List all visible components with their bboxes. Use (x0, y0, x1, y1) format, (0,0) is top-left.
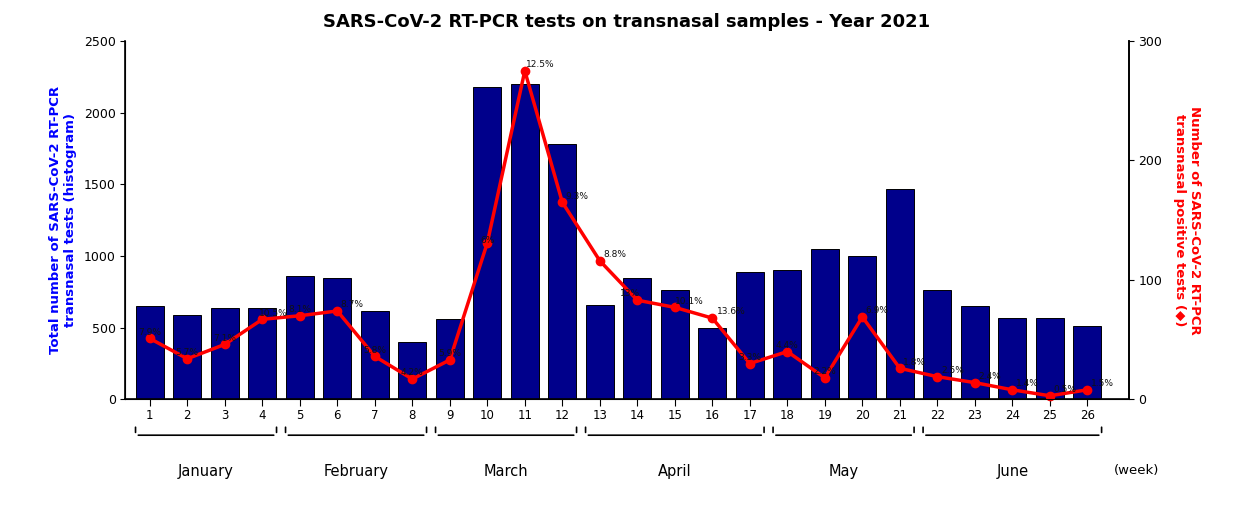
Bar (1073, 326, 1101, 399)
Bar (361, 311, 389, 399)
Bar (774, 270, 801, 399)
Text: 12.5%: 12.5% (525, 60, 554, 69)
Bar (848, 256, 877, 399)
Text: 0.5%: 0.5% (1053, 385, 1076, 394)
Text: 3.3%: 3.3% (739, 353, 761, 362)
Bar (135, 306, 164, 399)
Text: 8.1%: 8.1% (288, 305, 311, 314)
Bar (211, 308, 238, 399)
Bar (248, 308, 276, 399)
Bar (923, 290, 952, 399)
Text: February: February (324, 464, 389, 479)
Text: 7.1%: 7.1% (213, 334, 236, 343)
Text: April: April (658, 464, 692, 479)
Bar (473, 87, 502, 399)
Text: 5.9%: 5.9% (439, 349, 461, 358)
Y-axis label: Number of SARS-CoV-2 RT-PCR
transnasal positive tests (◆): Number of SARS-CoV-2 RT-PCR transnasal p… (1174, 106, 1201, 334)
Text: 1.5%: 1.5% (1091, 379, 1114, 388)
Bar (548, 144, 577, 399)
Bar (623, 278, 651, 399)
Text: 2.5%: 2.5% (940, 366, 964, 375)
Title: SARS-CoV-2 RT-PCR tests on transnasal samples - Year 2021: SARS-CoV-2 RT-PCR tests on transnasal sa… (324, 13, 930, 31)
Text: January: January (178, 464, 234, 479)
Text: 4.2%: 4.2% (401, 368, 424, 377)
Bar (435, 319, 464, 399)
Text: 4.4%: 4.4% (776, 341, 799, 350)
Text: 13%: 13% (619, 289, 640, 298)
Text: March: March (484, 464, 528, 479)
Text: 8.8%: 8.8% (603, 250, 626, 259)
Bar (173, 315, 202, 399)
Bar (811, 249, 839, 399)
Bar (961, 306, 989, 399)
Bar (1036, 317, 1063, 399)
Text: 2.4%: 2.4% (978, 372, 1001, 381)
Y-axis label: Total number of SARS-CoV-2 RT-PCR
transnasal tests (histogram): Total number of SARS-CoV-2 RT-PCR transn… (49, 86, 76, 354)
Bar (399, 342, 426, 399)
Text: 1.4%: 1.4% (1016, 379, 1038, 388)
Bar (510, 84, 539, 399)
Text: 9.3%: 9.3% (566, 191, 589, 201)
Text: June: June (996, 464, 1028, 479)
Text: 13.6%: 13.6% (717, 307, 745, 316)
Text: 6%: 6% (480, 237, 494, 245)
Bar (885, 188, 914, 399)
Bar (324, 278, 351, 399)
Text: May: May (829, 464, 859, 479)
Text: 5.7%: 5.7% (176, 348, 199, 357)
Text: 8.7%: 8.7% (341, 300, 364, 309)
Text: 10.1%: 10.1% (676, 296, 705, 306)
Text: 7.9%: 7.9% (138, 328, 162, 337)
Text: 5.8%: 5.8% (364, 346, 386, 355)
Text: 1.8%: 1.8% (903, 357, 927, 367)
Bar (661, 290, 688, 399)
Text: 10.5%: 10.5% (260, 309, 288, 317)
Bar (736, 272, 764, 399)
Bar (286, 276, 314, 399)
Text: (week): (week) (1114, 464, 1159, 477)
Bar (998, 317, 1027, 399)
Bar (698, 328, 726, 399)
Bar (586, 305, 614, 399)
Text: 2.2%: 2.2% (814, 367, 836, 376)
Text: 6.9%: 6.9% (865, 306, 889, 315)
